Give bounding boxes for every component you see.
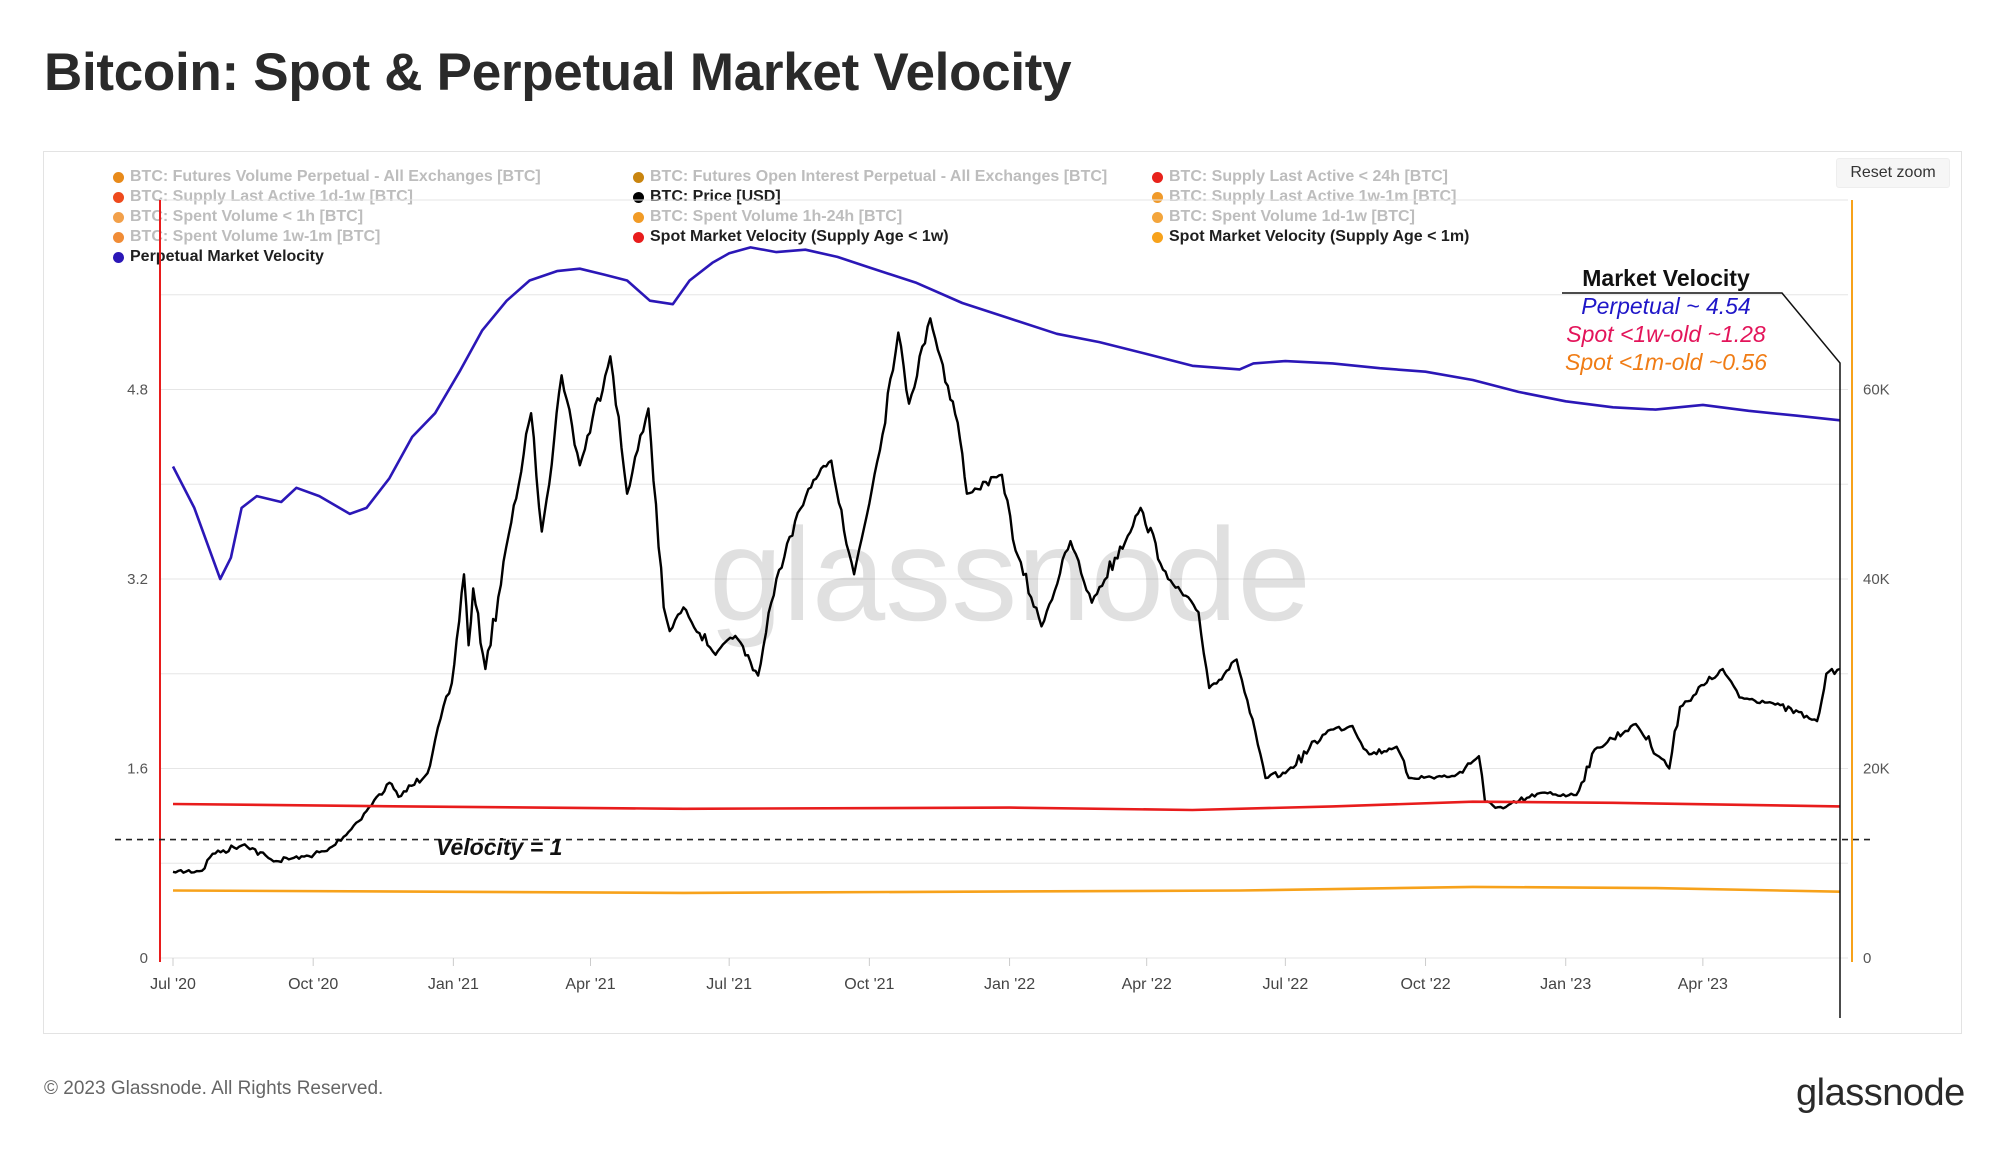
x-tick-label: Jul '21 [706, 976, 752, 993]
spot-1m-velocity-annotation: Spot <1m-old ~0.56 [1565, 349, 1767, 375]
legend-label: BTC: Futures Open Interest Perpetual - A… [650, 168, 1108, 185]
legend-marker-icon [633, 171, 644, 183]
x-tick-label: Jul '22 [1262, 976, 1308, 993]
market-velocity-box-title: Market Velocity [1582, 265, 1750, 291]
legend-marker-icon [113, 171, 124, 183]
series-line [172, 800, 1841, 812]
y-left-tick-label: 0 [140, 950, 148, 967]
grid-lines [160, 199, 1848, 959]
legend-marker-icon [633, 211, 644, 223]
legend-label: BTC: Supply Last Active 1w-1m [BTC] [1169, 188, 1457, 205]
legend-marker-icon [1152, 231, 1163, 243]
reset-zoom-button[interactable]: Reset zoom [1836, 158, 1950, 188]
series-line [172, 317, 1841, 874]
annotation-connector-line [1770, 292, 1841, 1018]
x-tick-label: Oct '22 [1400, 976, 1450, 993]
legend-item[interactable]: BTC: Futures Open Interest Perpetual - A… [633, 167, 1107, 187]
x-tick-label: Jan '21 [428, 976, 479, 993]
legend-item[interactable]: BTC: Supply Last Active 1w-1m [BTC] [1152, 187, 1456, 207]
legend-item[interactable]: BTC: Futures Volume Perpetual - All Exch… [113, 167, 541, 187]
y-right-tick-label: 0 [1863, 950, 1871, 967]
y-left-tick-label: 4.8 [127, 382, 148, 399]
tick-labels: 0 1.6 3.2 4.8 0 20K 40K 60K Jul '20 Oct '20 Jan '2… [127, 382, 1890, 994]
y-left-tick-label: 1.6 [127, 761, 148, 778]
legend-marker-icon [113, 191, 124, 203]
x-tick-label: Jan '23 [1540, 976, 1591, 993]
legend-item[interactable]: BTC: Spent Volume 1d-1w [BTC] [1152, 207, 1415, 227]
legend-label: Spot Market Velocity (Supply Age < 1m) [1169, 228, 1470, 245]
legend-item[interactable]: BTC: Supply Last Active 1d-1w [BTC] [113, 187, 413, 207]
chart-frame [43, 151, 1962, 1034]
legend-item[interactable]: BTC: Spent Volume 1h-24h [BTC] [633, 207, 902, 227]
page-title: Bitcoin: Spot & Perpetual Market Velocit… [44, 43, 1072, 102]
legend-label: BTC: Price [USD] [650, 188, 781, 205]
y-right-tick-label: 40K [1863, 571, 1890, 588]
watermark: glassnode [709, 501, 1311, 648]
axes [159, 200, 1853, 966]
legend-marker-icon [633, 231, 644, 243]
series-lines [115, 246, 1875, 1018]
glassnode-logo: glassnode [1796, 1072, 1965, 1114]
legend-label: BTC: Spent Volume 1h-24h [BTC] [650, 208, 903, 225]
perpetual-velocity-annotation: Perpetual ~ 4.54 [1581, 293, 1750, 319]
series-line [171, 246, 1841, 581]
x-tick-label: Oct '20 [288, 976, 338, 993]
legend-item[interactable]: BTC: Spent Volume < 1h [BTC] [113, 207, 363, 227]
x-tick-label: Apr '22 [1122, 976, 1172, 993]
legend-item[interactable]: Spot Market Velocity (Supply Age < 1w) [633, 227, 949, 247]
legend-label: BTC: Futures Volume Perpetual - All Exch… [130, 168, 541, 185]
spot-1w-velocity-annotation: Spot <1w-old ~1.28 [1566, 321, 1766, 347]
legend-label: BTC: Supply Last Active 1d-1w [BTC] [130, 188, 413, 205]
legend-item[interactable]: BTC: Spent Volume 1w-1m [BTC] [113, 227, 380, 247]
annotations: Velocity = 1 Market Velocity Perpetual ~… [436, 265, 1770, 860]
legend-marker-icon [633, 191, 644, 203]
copyright: © 2023 Glassnode. All Rights Reserved. [44, 1078, 384, 1099]
legend-label: BTC: Spent Volume 1w-1m [BTC] [130, 228, 381, 245]
legend-item[interactable]: Perpetual Market Velocity [113, 247, 324, 267]
legend-marker-icon [1152, 171, 1163, 183]
legend-label: Spot Market Velocity (Supply Age < 1w) [650, 228, 949, 245]
legend-item[interactable]: BTC: Price [USD] [633, 187, 781, 207]
x-tick-label: Apr '21 [565, 976, 615, 993]
velocity-one-label: Velocity = 1 [436, 834, 562, 860]
x-tick-label: Oct '21 [844, 976, 894, 993]
x-tick-label: Jan '22 [984, 976, 1035, 993]
legend-marker-icon [113, 251, 124, 263]
legend-marker-icon [113, 231, 124, 243]
x-tick-label: Apr '23 [1678, 976, 1728, 993]
legend-marker-icon [1152, 191, 1163, 203]
y-right-tick-label: 60K [1863, 382, 1890, 399]
legend-label: BTC: Spent Volume < 1h [BTC] [130, 208, 364, 225]
legend-label: BTC: Supply Last Active < 24h [BTC] [1169, 168, 1448, 185]
y-right-tick-label: 20K [1863, 761, 1890, 778]
y-left-tick-label: 3.2 [127, 571, 148, 588]
legend-label: Perpetual Market Velocity [130, 248, 324, 265]
legend-label: BTC: Spent Volume 1d-1w [BTC] [1169, 208, 1415, 225]
legend-marker-icon [113, 211, 124, 223]
series-line [172, 885, 1841, 895]
legend-item[interactable]: BTC: Supply Last Active < 24h [BTC] [1152, 167, 1448, 187]
x-tick-label: Jul '20 [150, 976, 196, 993]
legend-marker-icon [1152, 211, 1163, 223]
legend-item[interactable]: Spot Market Velocity (Supply Age < 1m) [1152, 227, 1469, 247]
